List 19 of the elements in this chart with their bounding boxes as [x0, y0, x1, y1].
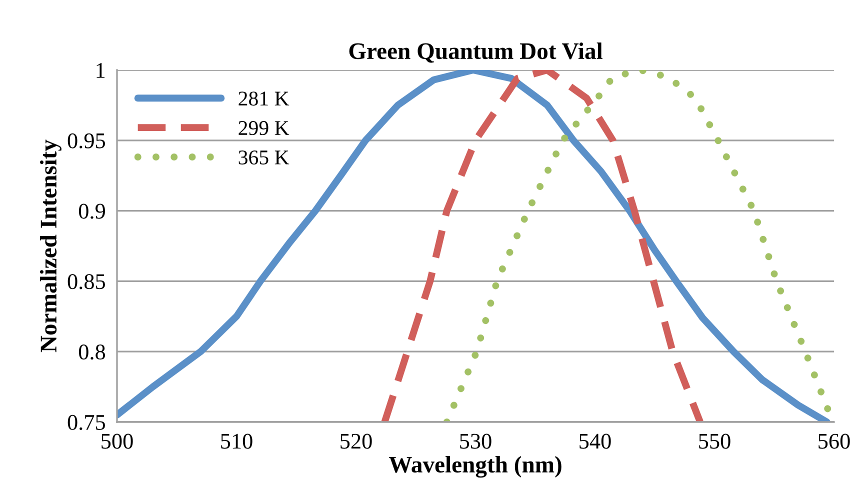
y-tick-label: 0.75	[68, 414, 106, 430]
y-tick-label: 0.9	[78, 204, 105, 219]
x-tick-label: 560	[818, 434, 850, 449]
y-tick-label: 0.8	[78, 344, 106, 360]
x-tick-label: 510	[221, 434, 252, 449]
chart-title: Green Quantum Dot Vial	[349, 42, 602, 63]
y-tick-label: 0.95	[68, 133, 106, 148]
x-tick-label: 540	[580, 434, 611, 449]
y-tick-label: 1	[96, 63, 105, 78]
x-tick-label: 520	[340, 434, 372, 449]
x-axis-title: Wavelength (nm)	[388, 456, 562, 478]
legend-label: 299 K	[238, 121, 290, 136]
legend-label: 365 K	[238, 150, 290, 164]
y-tick-label: 0.85	[68, 274, 106, 290]
x-tick-label: 500	[102, 434, 133, 449]
legend-label: 281 K	[238, 92, 290, 106]
x-tick-label: 550	[699, 434, 730, 449]
y-axis-title: Normalized Intensity	[40, 140, 62, 352]
x-tick-label: 530	[460, 434, 492, 449]
